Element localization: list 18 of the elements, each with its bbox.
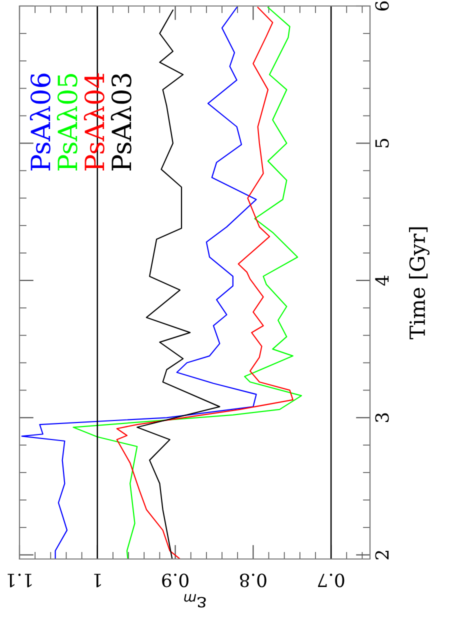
y-tick-label: 6 xyxy=(375,1,389,11)
line-series xyxy=(21,6,257,559)
y-axis-title: Time [Gyr] xyxy=(409,227,430,340)
x-axis-title: ε$_{m}$ xyxy=(184,594,206,608)
line-series xyxy=(136,10,220,559)
text: PsAλ05 xyxy=(56,74,78,170)
y-tick-label: 3 xyxy=(375,413,389,422)
x-tick-label: 0.9 xyxy=(162,574,188,588)
text: PsAλ03 xyxy=(110,74,132,170)
x-tick-label: 0.8 xyxy=(240,574,266,588)
text: PsAλ06 xyxy=(30,74,50,170)
text: PsAλ04 xyxy=(84,73,104,170)
y-tick-label: 5 xyxy=(375,138,389,148)
y-tick-label: 4 xyxy=(375,276,389,286)
x-tick-label: 1.1 xyxy=(8,574,32,588)
y-tick-label: 2 xyxy=(375,550,389,560)
x-tick-label: 0.7 xyxy=(318,574,344,588)
x-tick-label: 1 xyxy=(94,574,101,588)
